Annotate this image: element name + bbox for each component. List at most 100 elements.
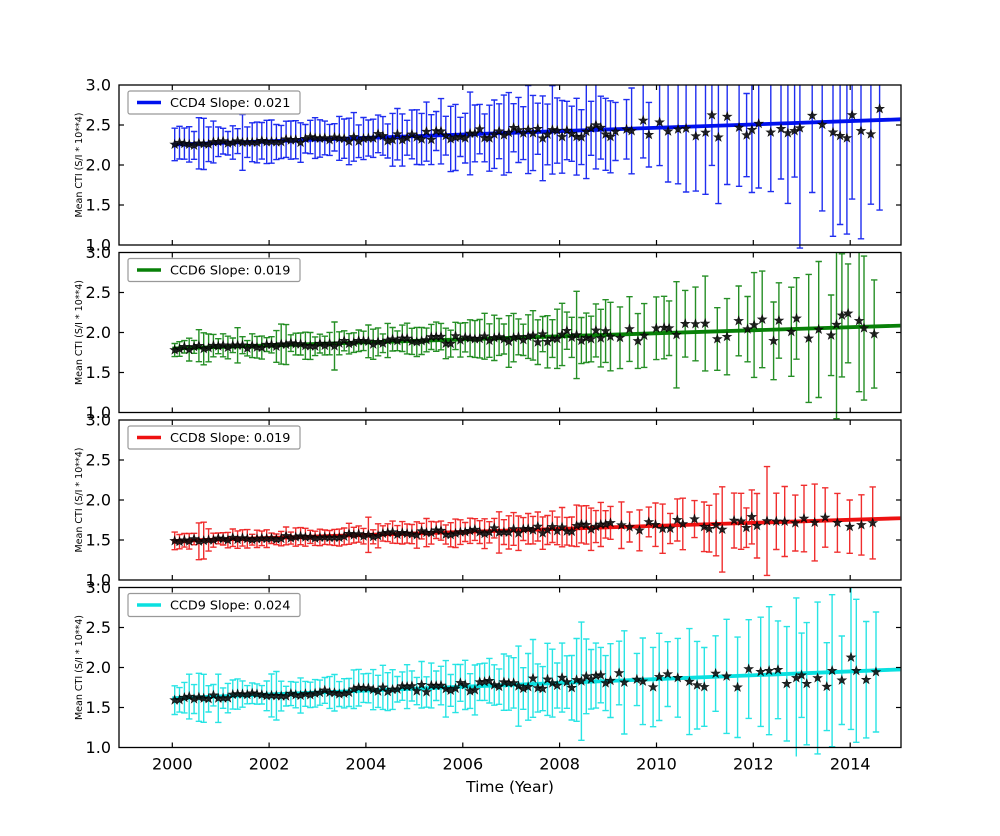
star-marker bbox=[680, 122, 692, 134]
star-marker bbox=[775, 123, 787, 134]
star-marker bbox=[362, 335, 374, 346]
star-marker bbox=[846, 109, 858, 120]
star-marker bbox=[532, 336, 544, 347]
star-marker bbox=[493, 331, 505, 342]
y-tick-label: 3.0 bbox=[86, 76, 111, 95]
y-axis-label: Mean CTI (S/I * 10**4) bbox=[74, 615, 85, 720]
star-marker bbox=[246, 687, 258, 698]
star-marker bbox=[772, 664, 784, 675]
star-marker bbox=[474, 123, 486, 134]
y-tick-label: 2.5 bbox=[86, 451, 111, 470]
star-marker bbox=[183, 690, 195, 702]
legend-box bbox=[127, 425, 301, 450]
star-marker bbox=[801, 678, 813, 689]
star-marker bbox=[401, 527, 413, 539]
x-tick-label: 2010 bbox=[636, 755, 677, 774]
x-axis-label: Time (Year) bbox=[465, 778, 554, 796]
star-marker bbox=[513, 331, 524, 342]
star-marker bbox=[664, 522, 676, 534]
star-marker bbox=[605, 330, 616, 342]
star-marker bbox=[561, 325, 573, 336]
star-marker bbox=[537, 328, 549, 339]
x-tick-label: 2002 bbox=[249, 755, 290, 774]
star-marker bbox=[841, 132, 853, 143]
star-marker bbox=[650, 322, 662, 333]
star-marker bbox=[748, 319, 760, 330]
star-marker bbox=[348, 131, 360, 142]
star-marker bbox=[227, 532, 239, 543]
star-marker bbox=[580, 519, 592, 530]
star-marker bbox=[816, 118, 828, 130]
star-marker bbox=[613, 667, 625, 678]
star-marker bbox=[251, 688, 263, 699]
star-marker bbox=[416, 679, 428, 690]
y-tick-label: 2.0 bbox=[86, 658, 111, 677]
y-tick-label: 2.0 bbox=[86, 323, 111, 342]
star-marker bbox=[624, 521, 635, 532]
star-marker bbox=[690, 318, 701, 329]
star-marker bbox=[595, 332, 607, 343]
star-marker bbox=[853, 315, 865, 326]
star-marker bbox=[703, 523, 715, 534]
star-marker bbox=[831, 318, 842, 330]
star-marker bbox=[721, 331, 733, 342]
star-marker bbox=[643, 129, 655, 140]
star-marker bbox=[266, 339, 277, 350]
y-tick-label: 2.0 bbox=[86, 491, 111, 510]
ccd6-marks bbox=[169, 252, 901, 420]
star-marker bbox=[396, 527, 408, 538]
star-marker bbox=[406, 128, 418, 139]
star-marker bbox=[416, 133, 428, 144]
star-marker bbox=[643, 516, 655, 527]
star-marker bbox=[803, 332, 815, 343]
star-marker bbox=[621, 123, 632, 134]
legend: CCD8 Slope: 0.019 bbox=[127, 425, 301, 450]
star-marker bbox=[600, 128, 612, 139]
star-marker bbox=[508, 677, 520, 688]
legend-box bbox=[127, 90, 301, 115]
star-marker bbox=[527, 329, 539, 340]
star-marker bbox=[532, 123, 544, 134]
star-marker bbox=[595, 122, 607, 133]
star-marker bbox=[672, 123, 684, 134]
star-marker bbox=[280, 133, 292, 144]
legend: CCD4 Slope: 0.021 bbox=[127, 90, 301, 115]
star-marker bbox=[469, 684, 481, 695]
star-marker bbox=[556, 521, 568, 532]
star-marker bbox=[387, 333, 398, 344]
star-marker bbox=[343, 528, 355, 539]
y-tick-label: 1.5 bbox=[86, 531, 111, 550]
star-marker bbox=[700, 126, 711, 138]
star-marker bbox=[782, 127, 794, 138]
star-marker bbox=[392, 128, 403, 139]
star-marker bbox=[193, 340, 205, 351]
star-marker bbox=[474, 526, 486, 537]
star-marker bbox=[295, 338, 306, 349]
star-marker bbox=[411, 685, 423, 696]
star-marker bbox=[662, 668, 674, 679]
star-marker bbox=[779, 515, 791, 527]
star-marker bbox=[372, 128, 384, 139]
star-marker bbox=[387, 526, 398, 537]
legend-label: CCD4 Slope: 0.021 bbox=[170, 96, 290, 111]
star-marker bbox=[809, 516, 821, 528]
star-marker bbox=[712, 131, 724, 142]
x-tick-label: 2000 bbox=[152, 755, 193, 774]
star-marker bbox=[421, 686, 432, 697]
star-marker bbox=[650, 519, 661, 530]
y-axis-label: Mean CTI (S/I * 10**4) bbox=[74, 447, 85, 552]
star-marker bbox=[826, 665, 838, 676]
star-marker bbox=[237, 339, 248, 350]
star-marker bbox=[865, 128, 877, 139]
x-tick-label: 2008 bbox=[539, 755, 580, 774]
star-marker bbox=[624, 323, 635, 334]
star-marker bbox=[698, 521, 710, 532]
y-tick-label: 2.5 bbox=[86, 116, 111, 135]
ccd4-marks bbox=[169, 85, 901, 249]
star-marker bbox=[813, 323, 825, 335]
star-marker bbox=[367, 683, 379, 695]
star-marker bbox=[662, 125, 674, 136]
y-tick-label: 1.0 bbox=[86, 738, 111, 757]
star-marker bbox=[698, 681, 710, 692]
star-marker bbox=[450, 682, 461, 694]
